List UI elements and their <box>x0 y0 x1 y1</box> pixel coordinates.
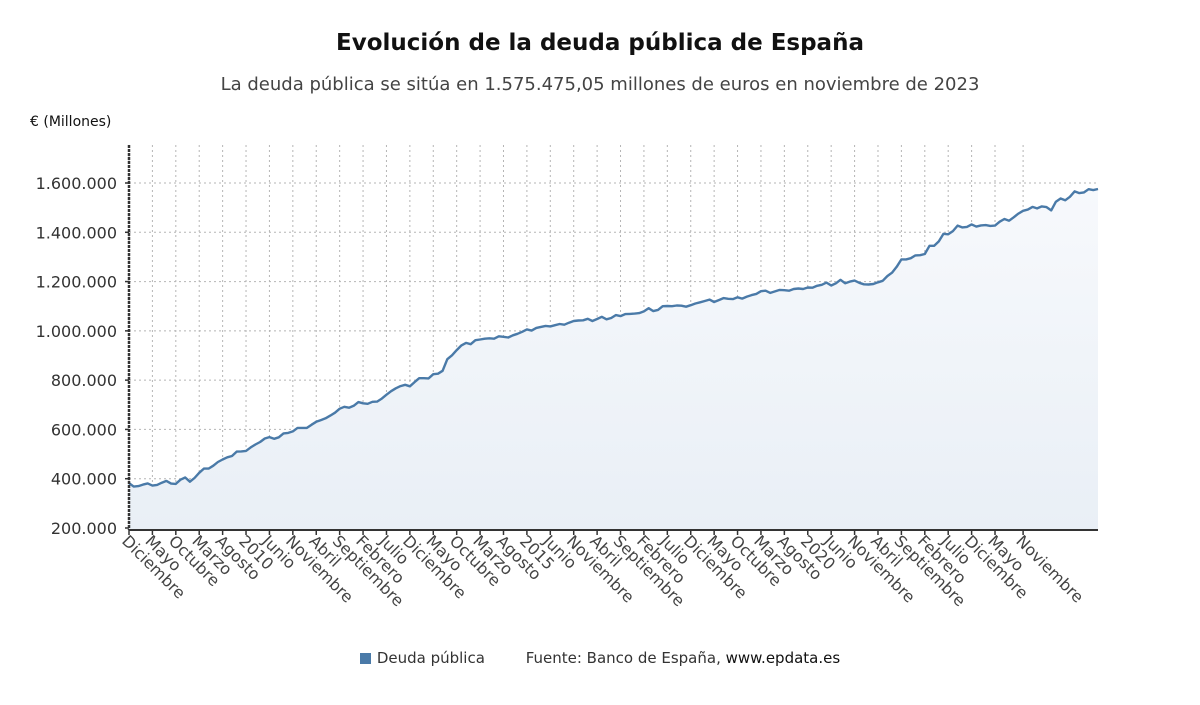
legend-label: Deuda pública <box>376 649 485 667</box>
series-area <box>129 189 1098 530</box>
y-tick-label: 1.200.000 <box>36 273 117 292</box>
y-tick-label: 800.000 <box>51 371 117 390</box>
legend: Deuda pública Fuente: Banco de España, w… <box>0 649 1200 667</box>
legend-swatch <box>359 653 371 664</box>
y-axis-unit-label: € (Millones) <box>30 114 112 130</box>
axes <box>127 145 1098 531</box>
chart-title: Evolución de la deuda pública de España <box>336 30 864 56</box>
x-axis: DiciembreMayoOctubreMarzoAgosto2010Junio… <box>118 530 1087 610</box>
source-label: Fuente: Banco de España, <box>525 649 721 667</box>
y-tick-label: 1.400.000 <box>36 223 117 242</box>
series-line <box>128 187 1099 488</box>
y-tick-label: 600.000 <box>51 420 117 439</box>
y-axis: 200.000 400.000 600.000 800.000 1.000.000 1.2… <box>36 174 129 538</box>
y-tick-label: 200.000 <box>51 519 117 538</box>
y-tick-label: 1.600.000 <box>36 174 117 193</box>
source-link[interactable]: www.epdata.es <box>725 649 841 667</box>
y-tick-label: 400.000 <box>51 470 117 489</box>
chart-subtitle: La deuda pública se sitúa en 1.575.475,0… <box>220 74 980 95</box>
y-tick-label: 1.000.000 <box>36 322 117 341</box>
